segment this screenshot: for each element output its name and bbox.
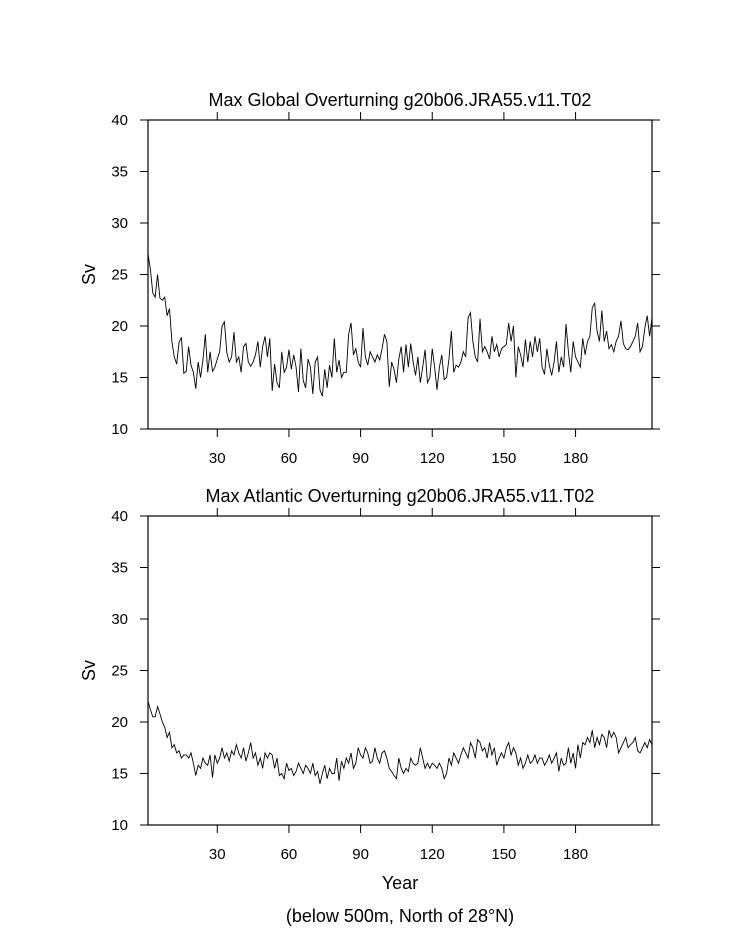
x-tick-label: 180	[563, 450, 588, 467]
y-tick-label: 35	[111, 560, 128, 577]
y-axis-label: Sv	[79, 660, 99, 681]
x-tick-label: 150	[491, 846, 516, 863]
plot-frame	[147, 119, 653, 430]
y-tick-label: 35	[111, 164, 128, 181]
chart-title: Max Global Overturning g20b06.JRA55.v11.…	[209, 90, 592, 110]
x-tick-label: 90	[352, 846, 369, 863]
chart-title: Max Atlantic Overturning g20b06.JRA55.v1…	[206, 486, 595, 506]
footnote: (below 500m, North of 28°N)	[286, 906, 514, 926]
x-tick-label: 60	[281, 846, 298, 863]
y-tick-label: 25	[111, 267, 128, 284]
x-tick-label: 120	[420, 846, 445, 863]
x-tick-label: 120	[420, 450, 445, 467]
x-tick-label: 60	[281, 450, 298, 467]
y-tick-label: 40	[111, 112, 128, 129]
y-tick-label: 15	[111, 370, 128, 387]
y-tick-label: 40	[111, 508, 128, 525]
y-axis-label: Sv	[79, 264, 99, 285]
x-tick-label: 180	[563, 846, 588, 863]
x-tick-label: 90	[352, 450, 369, 467]
y-tick-label: 30	[111, 215, 128, 232]
y-tick-label: 10	[111, 817, 128, 834]
y-tick-label: 20	[111, 318, 128, 335]
y-tick-label: 15	[111, 766, 128, 783]
data-line	[147, 701, 653, 784]
data-line	[147, 253, 653, 397]
x-tick-label: 30	[209, 450, 226, 467]
x-axis-label: Year	[382, 873, 418, 893]
y-tick-label: 20	[111, 714, 128, 731]
y-tick-label: 10	[111, 421, 128, 438]
plot-frame	[147, 515, 653, 826]
y-tick-label: 30	[111, 611, 128, 628]
x-tick-label: 30	[209, 846, 226, 863]
x-tick-label: 150	[491, 450, 516, 467]
y-tick-label: 25	[111, 663, 128, 680]
